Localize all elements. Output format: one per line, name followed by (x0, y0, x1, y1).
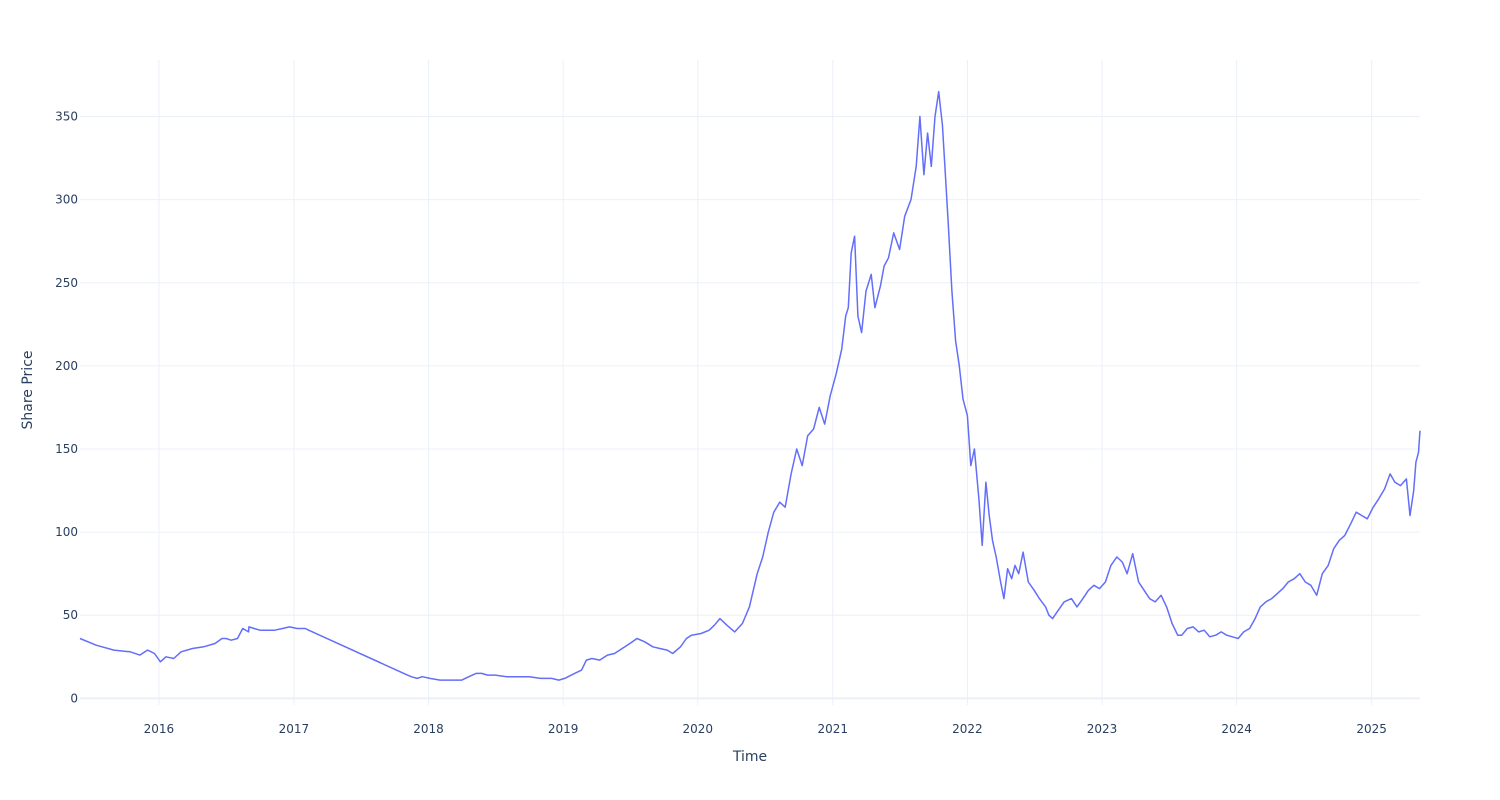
y-tick-label: 50 (63, 608, 78, 622)
y-tick-label: 250 (55, 276, 78, 290)
x-tick-label: 2018 (413, 722, 444, 736)
x-axis-title: Time (732, 749, 767, 765)
y-tick-label: 150 (55, 442, 78, 456)
x-tick-label: 2019 (548, 722, 579, 736)
x-tick-label: 2016 (144, 722, 175, 736)
x-tick-label: 2017 (279, 722, 310, 736)
y-tick-label: 200 (55, 359, 78, 373)
y-tick-label: 100 (55, 525, 78, 539)
y-axis-ticks: 0 50 100 150 200 250 300 350 (55, 110, 78, 706)
y-tick-label: 300 (55, 193, 78, 207)
grid-lines (80, 60, 1420, 705)
x-axis-ticks: 2016 2017 2018 2019 2020 2021 2022 2023 2024 2025 (144, 722, 1387, 736)
plot-background (80, 60, 1420, 705)
x-tick-label: 2021 (818, 722, 849, 736)
x-tick-label: 2024 (1221, 722, 1252, 736)
x-tick-label: 2023 (1087, 722, 1118, 736)
x-tick-label: 2025 (1356, 722, 1387, 736)
share-price-line (79, 90, 1421, 681)
y-axis-title: Share Price (20, 350, 36, 429)
x-tick-label: 2022 (952, 722, 983, 736)
y-tick-label: 350 (55, 110, 78, 124)
y-tick-label: 0 (70, 691, 78, 705)
x-tick-label: 2020 (683, 722, 714, 736)
